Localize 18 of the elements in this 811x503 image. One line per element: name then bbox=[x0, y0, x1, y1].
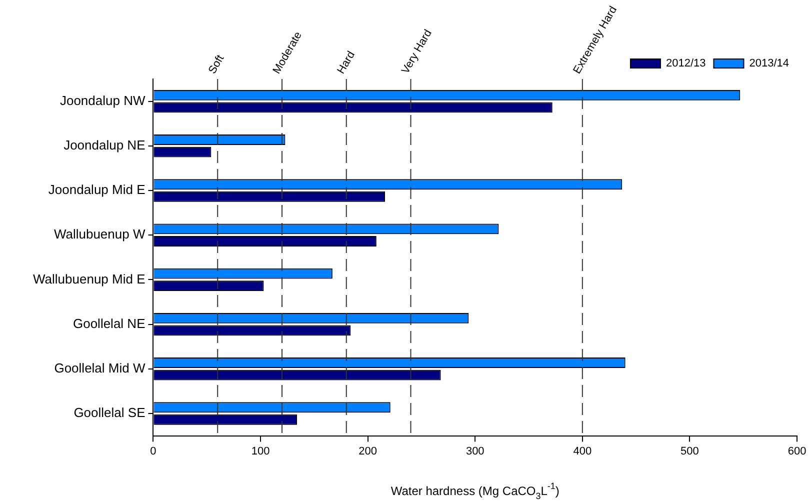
x-tick-label: 0 bbox=[150, 445, 156, 458]
y-tick-label: Joondalup NW bbox=[60, 92, 146, 108]
x-tick-label: 500 bbox=[680, 445, 699, 458]
y-tick-label: Wallubuenup Mid E bbox=[32, 271, 146, 286]
y-tick-label: Goollelal Mid W bbox=[54, 360, 146, 376]
legend-label: 2013/14 bbox=[749, 58, 790, 70]
x-tick-label: 100 bbox=[251, 445, 270, 458]
y-tick-label: Goollelal SE bbox=[74, 405, 146, 420]
y-tick-label: Wallubuenup W bbox=[54, 226, 146, 242]
legend-label: 2012/13 bbox=[666, 58, 706, 70]
y-tick-label: Goollelal NE bbox=[72, 316, 146, 331]
y-tick-label: Joondalup Mid E bbox=[48, 182, 146, 198]
ref-line-label: Soft bbox=[206, 53, 227, 76]
x-tick-label: 400 bbox=[573, 445, 592, 458]
x-tick-label: 200 bbox=[358, 445, 378, 458]
y-tick-label: Joondalup NE bbox=[64, 137, 146, 152]
x-tick-label: 600 bbox=[788, 445, 806, 458]
x-tick-label: 300 bbox=[466, 445, 484, 458]
